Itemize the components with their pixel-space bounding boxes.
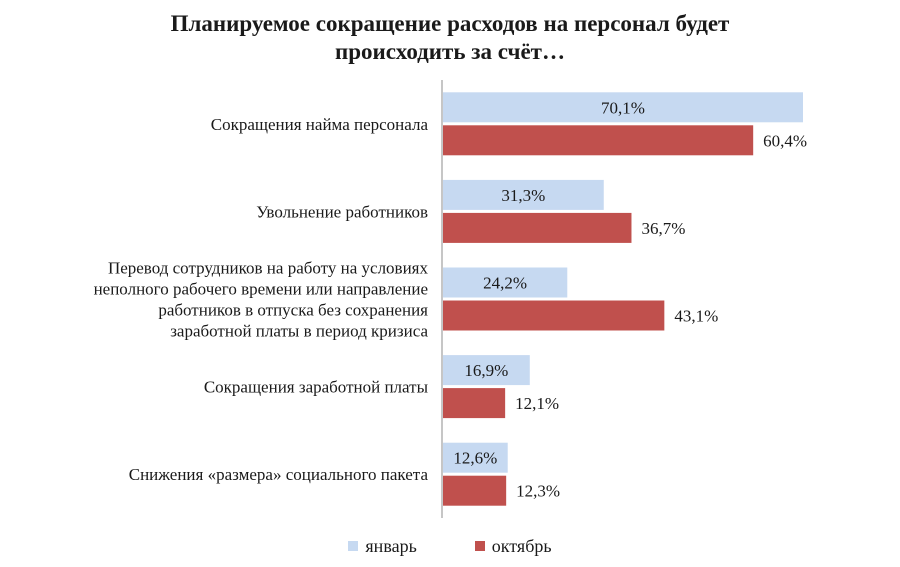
category-label-line: работников в отпуска без сохранения xyxy=(158,301,428,320)
bar-october xyxy=(443,388,506,419)
data-label-january: 12,6% xyxy=(453,449,497,468)
bar-january xyxy=(443,355,530,386)
bar-october xyxy=(443,212,632,243)
category-label-line: Перевод сотрудников на работу на условия… xyxy=(108,259,429,278)
category-label-line: Снижения «размера» социального пакета xyxy=(129,465,429,484)
legend: январь октябрь xyxy=(0,534,900,558)
bar-january xyxy=(443,92,803,123)
legend-swatch-january xyxy=(348,541,359,551)
category-label-line: Сокращения найма персонала xyxy=(211,115,429,134)
bar-october xyxy=(443,125,754,156)
data-label-october: 12,3% xyxy=(516,482,560,501)
legend-label-january: январь xyxy=(365,536,417,556)
category-label-line: Увольнение работников xyxy=(256,202,428,221)
bar-october xyxy=(443,475,507,506)
legend-label-october: октябрь xyxy=(491,536,552,556)
data-label-january: 70,1% xyxy=(601,98,645,117)
bar-january xyxy=(443,442,508,473)
category-label: Снижения «размера» социального пакета xyxy=(129,465,429,484)
legend-item-october: октябрь xyxy=(474,534,552,558)
data-label-october: 12,1% xyxy=(515,394,559,413)
bar-january xyxy=(443,179,604,210)
chart-title: Планируемое сокращение расходов на персо… xyxy=(0,10,900,66)
chart-title-line-1: Планируемое сокращение расходов на персо… xyxy=(170,11,730,36)
bar-january xyxy=(443,267,568,298)
data-label-october: 36,7% xyxy=(641,219,685,238)
legend-item-january: январь xyxy=(348,534,417,558)
legend-swatch-october xyxy=(474,541,485,551)
bar-october xyxy=(443,300,665,331)
category-label: Перевод сотрудников на работу на условия… xyxy=(94,259,429,341)
data-label-january: 24,2% xyxy=(483,274,527,293)
category-label: Сокращения найма персонала xyxy=(211,115,429,134)
data-label-january: 31,3% xyxy=(501,186,545,205)
data-label-january: 16,9% xyxy=(464,361,508,380)
category-label: Сокращения заработной платы xyxy=(204,378,429,397)
chart-title-line-2: происходить за счёт… xyxy=(335,39,565,64)
category-label: Увольнение работников xyxy=(256,202,428,221)
data-label-october: 43,1% xyxy=(674,307,718,326)
category-label-line: Сокращения заработной платы xyxy=(204,378,429,397)
category-label-line: неполного рабочего времени или направлен… xyxy=(94,280,428,299)
category-label-line: заработной платы в период кризиса xyxy=(170,322,428,341)
data-label-october: 60,4% xyxy=(763,131,807,150)
